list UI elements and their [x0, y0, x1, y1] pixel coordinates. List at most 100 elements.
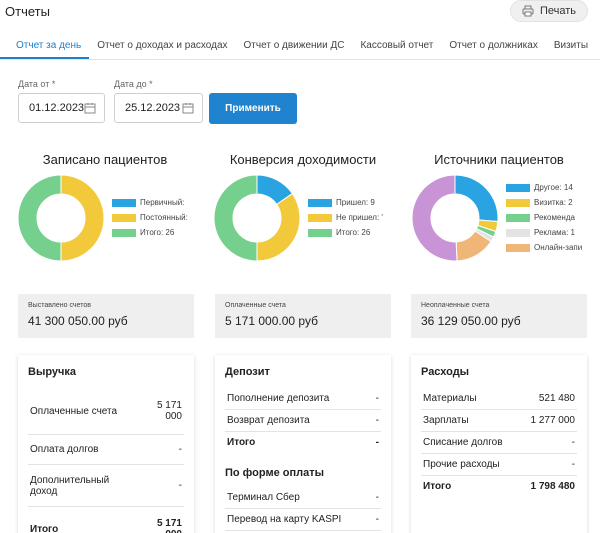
row-value: -: [375, 514, 379, 525]
summary-value: 36 129 050.00 руб: [421, 314, 521, 328]
date-to-input[interactable]: 25.12.2023: [114, 93, 203, 123]
legend-swatch: [308, 198, 332, 207]
payment-method-title: По форме оплаты: [225, 467, 325, 479]
legend-swatch: [308, 228, 332, 237]
row-label: Оплаченные счета: [30, 405, 118, 417]
legend-item: Онлайн-запи: [506, 240, 588, 255]
row-label: Терминал Сбер: [227, 492, 300, 503]
legend-swatch: [112, 213, 136, 222]
table-row-total: Итого 5 171 000: [28, 507, 184, 533]
date-from-label: Дата от *: [18, 79, 56, 89]
legend-swatch: [506, 228, 530, 237]
row-value: -: [178, 480, 182, 491]
date-from-input[interactable]: 01.12.2023: [18, 93, 105, 123]
donut-chart-conversion: [214, 175, 300, 261]
table-row: Материалы 521 480: [421, 388, 577, 410]
donut-chart-sources: [412, 175, 498, 261]
row-value: -: [375, 415, 379, 426]
legend-label: Пришел: 9: [336, 198, 375, 207]
revenue-title: Выручка: [28, 366, 77, 378]
row-label: Оплата долгов: [30, 444, 99, 455]
legend-label: Не пришел: ': [336, 213, 383, 222]
row-label: Итого: [30, 523, 59, 533]
tab-income-expense-report[interactable]: Отчет о доходах и расходах: [97, 40, 228, 51]
legend-item: Первичный:: [112, 195, 196, 210]
legend-swatch: [506, 183, 530, 192]
tab-cash-report[interactable]: Кассовый отчет: [360, 40, 434, 51]
row-label: Итого: [423, 481, 452, 492]
table-row: Оплаченные счета 5 171 000: [28, 388, 184, 435]
legend-label: Онлайн-запи: [534, 243, 583, 252]
calendar-icon: [84, 103, 96, 114]
tab-cash-flow-report[interactable]: Отчет о движении ДС: [243, 40, 345, 51]
page-title: Отчеты: [5, 4, 50, 19]
tab-debtors-report[interactable]: Отчет о должниках: [449, 40, 538, 51]
row-label: Прочие расходы: [423, 459, 500, 470]
table-row: Списание долгов -: [421, 432, 577, 454]
deposit-title: Депозит: [225, 366, 270, 378]
table-row: Дополнительный доход -: [28, 465, 184, 507]
calendar-icon: [182, 103, 194, 114]
legend-label: Первичный:: [140, 198, 185, 207]
legend-item: Визитка: 2: [506, 195, 588, 210]
legend-label: Итого: 26: [336, 228, 371, 237]
summary-value: 41 300 050.00 руб: [28, 314, 128, 328]
row-label: Списание долгов: [423, 437, 503, 448]
tab-daily-report[interactable]: Отчет за день: [0, 36, 90, 59]
row-label: Дополнительный доход: [30, 474, 110, 497]
legend-label: Итого: 26: [140, 228, 175, 237]
legend-item: Постоянный:: [112, 210, 196, 225]
header: Отчеты Печать: [0, 0, 600, 28]
date-from-value: 01.12.2023: [29, 102, 85, 114]
table-row-total: Итого 1 798 480: [421, 476, 577, 497]
summary-value: 5 171 000.00 руб: [225, 314, 318, 328]
summary-paid: Оплаченные счета 5 171 000.00 руб: [215, 294, 391, 338]
legend-swatch: [308, 213, 332, 222]
expenses-title: Расходы: [421, 366, 470, 378]
legend-swatch: [112, 228, 136, 237]
pie-slice: [454, 175, 498, 223]
legend-swatch: [506, 198, 530, 207]
legend-item: Итого: 26: [112, 225, 196, 240]
row-label: Итого: [227, 437, 256, 448]
legend-swatch: [506, 213, 530, 222]
legend-item: Пришел: 9: [308, 195, 392, 210]
row-value: -: [571, 459, 575, 470]
legend-label: Реклама: 1: [534, 228, 575, 237]
pie-slice: [214, 175, 258, 261]
summary-label: Выставлено счетов: [28, 302, 91, 309]
pie-slice: [256, 192, 300, 261]
row-value: 1 798 480: [530, 481, 576, 492]
row-value: 521 480: [538, 393, 575, 404]
printer-icon: [522, 5, 534, 17]
deposit-card: Депозит Пополнение депозита - Возврат де…: [215, 355, 391, 533]
legend-label: Визитка: 2: [534, 198, 573, 207]
row-value: -: [178, 444, 182, 455]
pie-slice: [412, 175, 458, 261]
legend-item: Реклама: 1: [506, 225, 588, 240]
legend-item: Другое: 14: [506, 180, 588, 195]
row-value: 5 171 000: [156, 400, 182, 422]
row-value: -: [571, 437, 575, 448]
table-row: Терминал Сбер -: [225, 487, 381, 509]
table-row: Перевод на карту KASPI -: [225, 509, 381, 531]
summary-invoiced: Выставлено счетов 41 300 050.00 руб: [18, 294, 194, 338]
print-button[interactable]: Печать: [510, 0, 588, 22]
expenses-card: Расходы Материалы 521 480 Зарплаты 1 277…: [411, 355, 587, 533]
row-label: Перевод на карту KASPI: [227, 514, 342, 525]
legend-conversion: Пришел: 9 Не пришел: ' Итого: 26: [308, 195, 392, 240]
legend-patients: Первичный: Постоянный: Итого: 26: [112, 195, 196, 240]
summary-label: Оплаченные счета: [225, 302, 286, 309]
row-value: -: [375, 393, 379, 404]
legend-sources: Другое: 14 Визитка: 2 Рекоменда Реклама: 1 О…: [506, 180, 588, 255]
chart-title-patients: Записано пациентов: [42, 152, 168, 167]
date-to-value: 25.12.2023: [125, 102, 181, 114]
row-value: -: [375, 492, 379, 503]
table-row: Пополнение депозита -: [225, 388, 381, 410]
revenue-card: Выручка Оплаченные счета 5 171 000 Оплат…: [18, 355, 194, 533]
row-label: Пополнение депозита: [227, 393, 330, 404]
print-label: Печать: [539, 5, 577, 17]
apply-button[interactable]: Применить: [209, 93, 297, 124]
report-tabs: Отчет за день Отчет о доходах и расходах…: [0, 36, 600, 60]
tab-visits[interactable]: Визиты: [553, 40, 589, 51]
